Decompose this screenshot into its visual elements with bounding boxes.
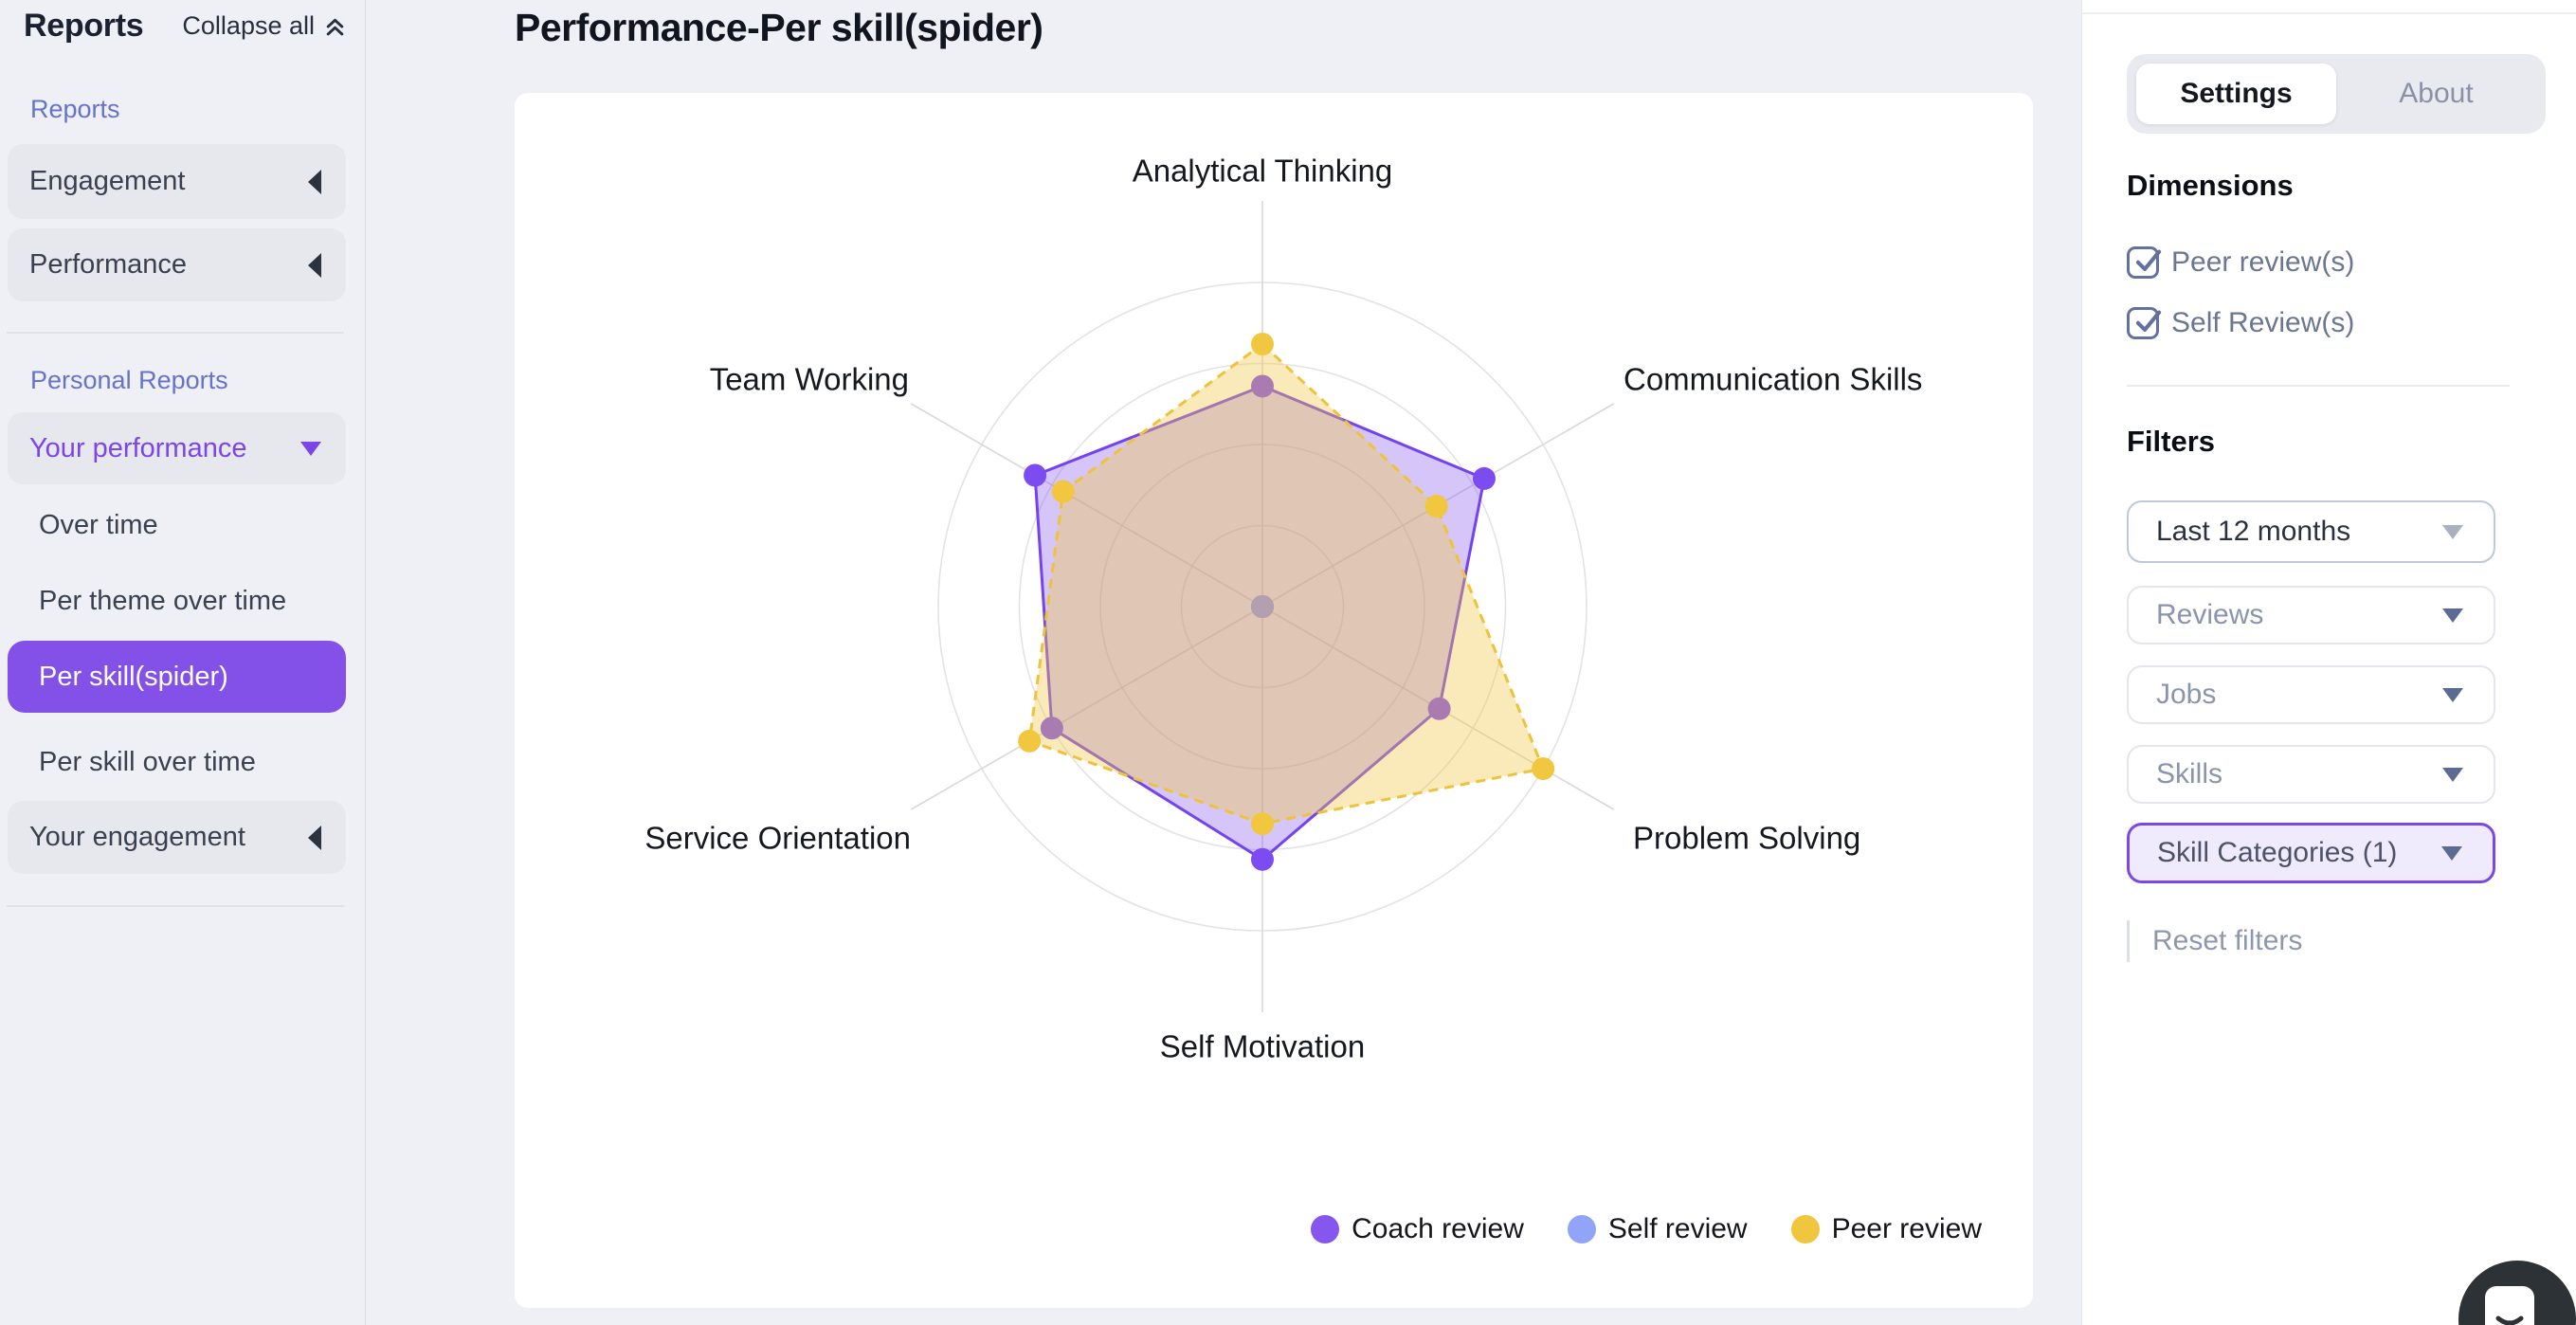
filter-dropdown-reviews[interactable]: Reviews <box>2127 586 2495 644</box>
sidebar-item-performance[interactable]: Performance <box>8 228 346 301</box>
tab-about[interactable]: About <box>2399 78 2474 109</box>
sidebar-item-over-time[interactable]: Over time <box>39 510 158 540</box>
reset-bar <box>2127 920 2130 962</box>
legend-item-peer-review: Peer review <box>1790 1213 1982 1245</box>
reset-filters-button[interactable]: Reset filters <box>2127 920 2302 962</box>
sidebar-item-your-engagement[interactable]: Your engagement <box>8 801 346 874</box>
sidebar-item-label: Your engagement <box>29 822 245 852</box>
chevron-down-icon <box>2441 845 2462 861</box>
legend-label: Peer review <box>1831 1213 1982 1244</box>
dropdown-value: Last 12 months <box>2156 516 2351 547</box>
chevron-down-icon <box>2442 608 2463 623</box>
settings-panel: Settings About Dimensions Peer review(s)… <box>2081 0 2576 1325</box>
collapse-all-button[interactable]: Collapse all <box>182 11 348 41</box>
checkbox-peer-reviews[interactable]: Peer review(s) <box>2127 246 2354 279</box>
page-title: Performance-Per skill(spider) <box>515 6 1043 49</box>
svg-text:Self Motivation: Self Motivation <box>1160 1029 1365 1064</box>
checkbox-label: Peer review(s) <box>2171 246 2355 278</box>
triangle-down-icon <box>300 441 321 456</box>
panel-top-divider <box>2082 12 2576 14</box>
dropdown-value: Jobs <box>2156 679 2217 710</box>
checkbox-checked-icon <box>2127 246 2162 279</box>
legend-item-coach-review: Coach review <box>1311 1213 1524 1245</box>
dropdown-value: Skill Categories (1) <box>2157 837 2398 868</box>
chevron-down-icon <box>2442 687 2463 702</box>
chat-smiley-icon <box>2485 1286 2534 1325</box>
chevron-down-icon <box>2442 767 2463 782</box>
sidebar-item-per-skill-spider[interactable]: Per skill(spider) <box>8 641 346 713</box>
triangle-left-icon <box>308 825 321 850</box>
panel-divider <box>2127 385 2510 387</box>
dropdown-value: Skills <box>2156 758 2223 790</box>
legend-label: Self review <box>1607 1213 1748 1244</box>
filters-title: Filters <box>2127 425 2216 458</box>
svg-text:Service Orientation: Service Orientation <box>644 821 911 856</box>
tab-settings[interactable]: Settings <box>2136 64 2336 124</box>
filter-dropdown-skill-categories[interactable]: Skill Categories (1) <box>2127 823 2495 883</box>
chevrons-up-icon <box>326 18 344 36</box>
chart-card: Analytical Thinking Communication Skills P… <box>515 93 2033 1308</box>
legend-label: Coach review <box>1351 1213 1524 1244</box>
svg-text:Team Working: Team Working <box>710 362 909 397</box>
chevron-down-icon <box>2442 524 2463 539</box>
triangle-left-icon <box>308 169 321 194</box>
sidebar-item-label: Engagement <box>29 166 186 196</box>
sidebar-section-reports: Reports <box>30 95 120 123</box>
svg-text:Communication Skills: Communication Skills <box>1624 362 1922 397</box>
sidebar-item-engagement[interactable]: Engagement <box>8 144 346 219</box>
sidebar: Reports Collapse all Reports Engagement … <box>0 0 366 1325</box>
sidebar-item-per-theme-over-time[interactable]: Per theme over time <box>39 586 287 616</box>
radar-chart: Analytical Thinking Communication Skills P… <box>644 154 1922 1064</box>
checkbox-self-reviews[interactable]: Self Review(s) <box>2127 307 2354 339</box>
dimensions-title: Dimensions <box>2127 169 2294 202</box>
legend-dot-self <box>1567 1215 1596 1243</box>
filter-dropdown-period[interactable]: Last 12 months <box>2127 500 2495 563</box>
sidebar-divider <box>7 905 344 907</box>
collapse-all-label: Collapse all <box>182 11 315 40</box>
sidebar-item-your-performance[interactable]: Your performance <box>8 412 346 484</box>
filter-dropdown-jobs[interactable]: Jobs <box>2127 665 2495 724</box>
legend-dot-coach <box>1311 1215 1340 1243</box>
sidebar-item-label: Your performance <box>29 432 247 463</box>
sidebar-title: Reports <box>24 8 144 44</box>
sidebar-item-per-skill-over-time[interactable]: Per skill over time <box>39 747 256 777</box>
chart-legend: Coach review Self review Peer review <box>1311 1213 1982 1245</box>
svg-text:Analytical Thinking: Analytical Thinking <box>1133 154 1393 189</box>
checkbox-label: Self Review(s) <box>2171 307 2355 338</box>
filter-dropdown-skills[interactable]: Skills <box>2127 745 2495 804</box>
sidebar-divider <box>7 332 344 334</box>
dropdown-value: Reviews <box>2156 599 2264 630</box>
reset-filters-label: Reset filters <box>2152 925 2303 956</box>
sidebar-header: Reports Collapse all <box>24 8 348 45</box>
svg-text:Problem Solving: Problem Solving <box>1633 821 1860 856</box>
checkbox-checked-icon <box>2127 307 2162 339</box>
legend-dot-peer <box>1790 1215 1820 1243</box>
legend-item-self-review: Self review <box>1567 1213 1748 1245</box>
sidebar-item-label: Performance <box>29 249 188 280</box>
sidebar-section-personal-reports: Personal Reports <box>30 366 228 394</box>
triangle-left-icon <box>308 252 321 278</box>
panel-tabs: Settings About <box>2127 54 2546 134</box>
